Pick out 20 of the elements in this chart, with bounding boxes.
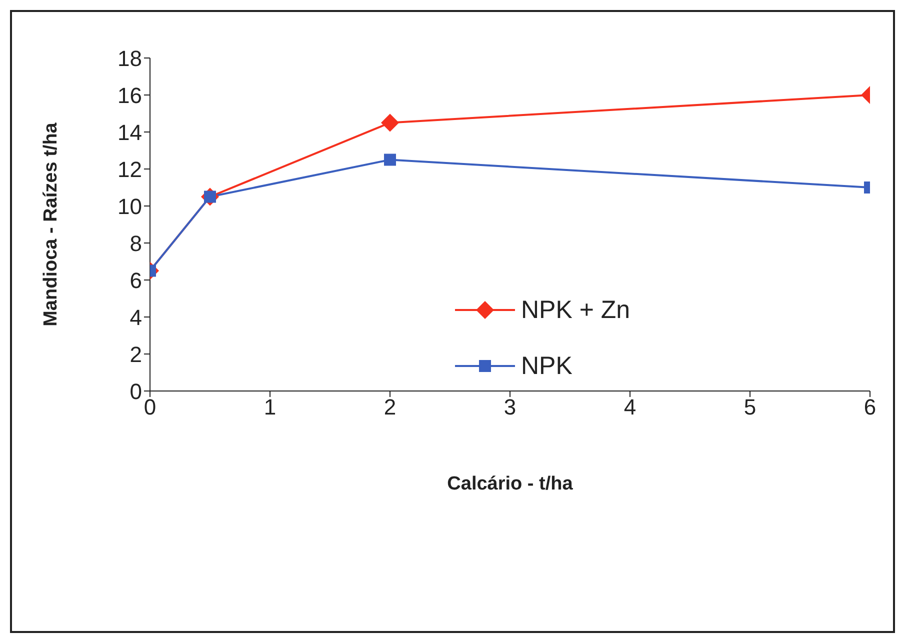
x-tick-label: 5 [744, 394, 756, 420]
y-tick-label: 8 [130, 230, 142, 256]
y-tick-label: 12 [118, 156, 142, 182]
y-tick-label: 18 [118, 46, 142, 71]
x-tick-label: 3 [504, 394, 516, 420]
y-tick-label: 14 [118, 120, 142, 145]
x-tick-label: 2 [384, 394, 396, 420]
y-tick-label: 16 [118, 82, 142, 108]
y-tick-label: 6 [130, 268, 142, 293]
legend-label: NPK [521, 352, 572, 380]
legend-label: NPK + Zn [521, 296, 630, 324]
y-tick-label: 0 [130, 378, 142, 404]
x-axis-title: Calcário - t/ha [447, 473, 574, 494]
y-axis-title: Mandioca - Raízes t/ha [40, 122, 62, 326]
y-tick-label: 2 [130, 342, 142, 367]
y-tick-label: 10 [118, 194, 142, 219]
x-tick-label: 4 [624, 394, 636, 420]
y-tick-label: 4 [130, 304, 142, 330]
x-tick-label: 6 [864, 394, 876, 420]
x-tick-label: 1 [264, 394, 276, 420]
